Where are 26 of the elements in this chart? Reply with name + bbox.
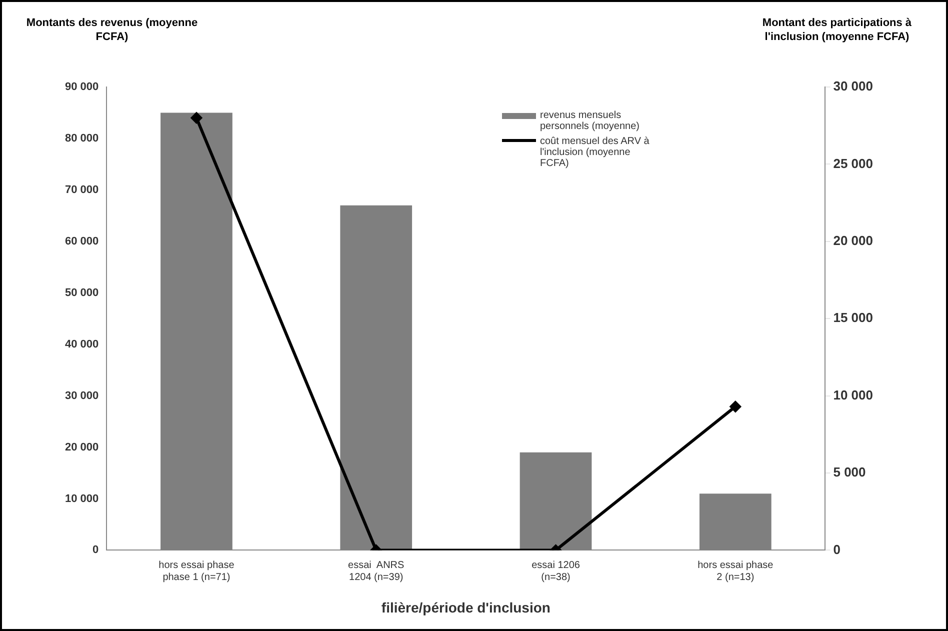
y-tick-label: 90 000: [64, 81, 99, 94]
y2-tick-label: 25 000: [833, 156, 874, 171]
y2-tick-label: 30 000: [833, 78, 874, 94]
y-tick-label: 70 000: [64, 184, 99, 196]
x-axis-title: filière/période d'inclusion: [381, 599, 550, 616]
y-tick-label: 40 000: [64, 338, 99, 350]
y2-tick-label: 20 000: [833, 232, 874, 248]
y-tick-label: 60 000: [64, 235, 99, 248]
legend-label: coût mensuel des ARV à l'inclusion (moyenne FCFA): [540, 136, 650, 169]
y-tick-label: 0: [92, 544, 99, 556]
y2-tick-label: 10 000: [833, 387, 874, 402]
y2-tick-label: 0: [833, 542, 840, 557]
x-tick-label: hors essai phase 2 (n=13): [698, 560, 774, 583]
x-tick-label: essai ANRS 1204 (n=39): [348, 560, 405, 583]
y-axis-title: Montants des revenus (moyenne FCFA): [25, 16, 199, 44]
y-tick-label: 80 000: [64, 132, 99, 144]
y2-tick-label: 5 000: [833, 464, 866, 480]
x-tick-label: hors essai phase phase 1 (n=71): [158, 560, 235, 583]
y2-axis-title: Montant des participations à l'inclusion (moyenne FCFA): [761, 16, 913, 44]
y2-tick-label: 15 000: [833, 310, 874, 326]
x-tick-label: essai 1206 (n=38): [532, 560, 580, 583]
y-tick-label: 30 000: [64, 390, 99, 402]
legend-label: revenus mensuels personnels (moyenne): [540, 110, 640, 132]
y-tick-label: 10 000: [64, 492, 99, 505]
y-tick-label: 20 000: [64, 441, 99, 454]
y-tick-label: 50 000: [64, 286, 99, 299]
